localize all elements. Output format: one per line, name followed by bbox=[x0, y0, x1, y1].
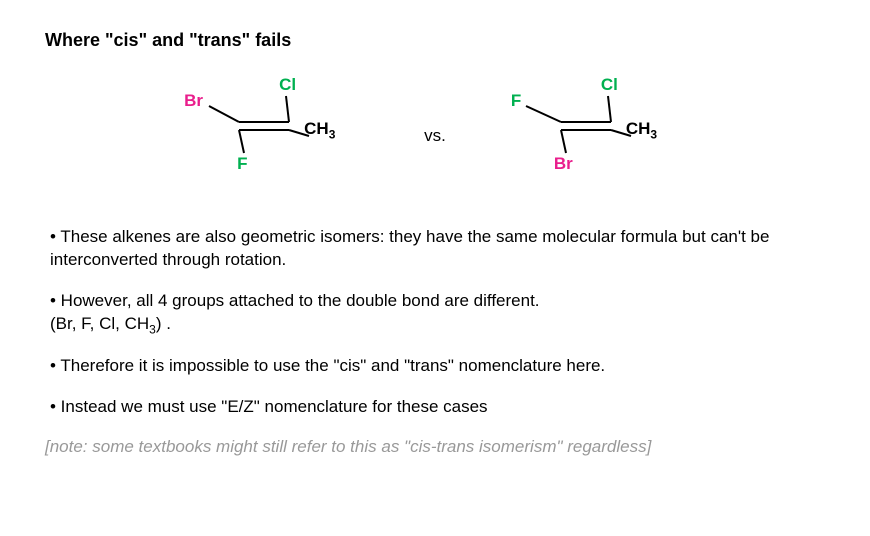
bullets-container: • These alkenes are also geometric isome… bbox=[45, 226, 825, 419]
bullet-1: • These alkenes are also geometric isome… bbox=[45, 226, 825, 272]
structure-1: BrClFCH3 bbox=[184, 81, 364, 191]
atom-label-top_right: Cl bbox=[279, 75, 296, 95]
atom-label-top_left: Br bbox=[184, 91, 203, 111]
atom-label-bottom_left: F bbox=[237, 154, 247, 174]
atom-label-bottom_right: CH3 bbox=[626, 119, 657, 141]
atom-label-top_right: Cl bbox=[601, 75, 618, 95]
bullet-2: • However, all 4 groups attached to the … bbox=[45, 290, 825, 338]
footnote: [note: some textbooks might still refer … bbox=[45, 437, 825, 457]
structure-1-bonds bbox=[184, 81, 364, 191]
atom-label-top_left: F bbox=[511, 91, 521, 111]
structure-2-bonds bbox=[506, 81, 686, 191]
vs-label: vs. bbox=[424, 126, 446, 146]
structures-row: BrClFCH3 vs. FClBrCH3 bbox=[45, 81, 825, 191]
page-title: Where "cis" and "trans" fails bbox=[45, 30, 825, 51]
atom-label-bottom_right: CH3 bbox=[304, 119, 335, 141]
bullet-3: • Therefore it is impossible to use the … bbox=[45, 355, 825, 378]
structure-2: FClBrCH3 bbox=[506, 81, 686, 191]
atom-label-bottom_left: Br bbox=[554, 154, 573, 174]
bullet-4: • Instead we must use "E/Z" nomenclature… bbox=[45, 396, 825, 419]
